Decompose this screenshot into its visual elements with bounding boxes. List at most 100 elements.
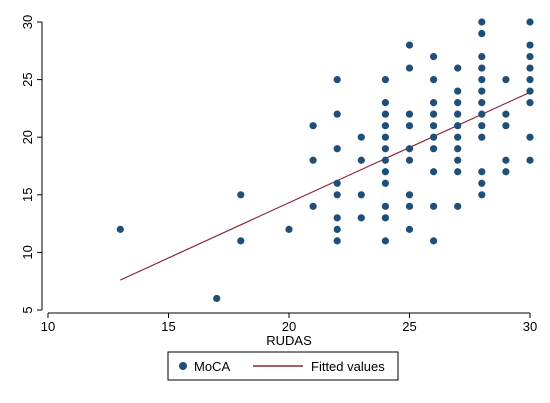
legend-marker-moca [179,362,187,370]
data-point [526,156,534,164]
data-point [478,110,486,118]
data-point [237,237,245,245]
data-point [381,76,389,84]
data-point [309,156,317,164]
x-axis-title: RUDAS [266,333,312,348]
data-point [381,99,389,107]
data-point [478,87,486,95]
data-point [430,110,438,118]
data-point [381,202,389,210]
data-point [405,202,414,210]
data-point [381,168,389,176]
y-tick-label: 20 [20,130,35,144]
x-tick-label: 15 [161,319,175,334]
data-point [526,133,534,141]
data-point [405,110,414,118]
data-point [285,225,293,233]
data-point [526,52,534,61]
data-point [405,122,414,130]
data-point [502,76,510,84]
x-tick-label: 30 [523,319,537,334]
data-point [430,52,438,61]
y-tick-label: 10 [20,245,35,259]
data-point [357,133,365,141]
data-point [430,76,438,84]
data-point [454,145,462,153]
data-point [430,99,438,107]
data-point [526,99,534,107]
y-tick-label: 30 [20,15,35,29]
data-point [478,99,486,107]
fitted-line-layer [120,91,531,281]
data-point [430,237,438,245]
data-point [526,18,534,26]
data-point [333,110,341,118]
data-point [309,122,317,130]
data-point [381,133,389,141]
data-point [405,156,414,164]
data-point [430,122,438,130]
x-tick-label: 10 [41,319,55,334]
data-point [478,18,486,26]
data-point [213,294,221,303]
data-point [333,179,341,187]
data-point [381,122,389,130]
x-tick-label: 20 [282,319,296,334]
data-point [478,52,486,61]
legend: MoCA Fitted values [167,351,399,381]
data-point [478,191,486,199]
data-point [405,41,414,49]
data-point [381,214,389,222]
data-point [526,76,534,84]
data-point [526,87,534,95]
data-point [405,191,414,199]
data-point [430,145,438,153]
data-point [454,87,462,95]
data-point [333,214,341,222]
data-point [454,133,462,141]
fitted-line [120,91,531,281]
data-point [502,168,510,176]
data-point [430,168,438,176]
data-point [478,29,486,38]
data-point [237,191,245,199]
x-tick-label: 25 [402,319,416,334]
scatter-points [116,18,534,303]
data-point [454,64,462,72]
data-point [381,145,389,153]
data-point [430,202,438,210]
y-tick-label: 25 [20,72,35,86]
data-point [502,110,510,118]
legend-label-moca: MoCA [194,359,230,374]
data-point [478,76,486,84]
data-point [454,156,462,164]
data-point [526,41,534,49]
data-point [478,122,486,130]
data-point [478,64,486,72]
data-point [478,133,486,141]
data-point [381,156,389,164]
data-point [405,225,414,233]
data-point [454,168,462,176]
data-point [381,179,389,187]
y-axis-ticks: 5 10 15 20 25 30 [20,15,42,314]
data-point [333,191,341,199]
data-point [381,237,389,245]
data-point [502,156,510,164]
data-point [405,64,414,72]
data-point [116,225,124,233]
data-point [478,179,486,187]
data-point [405,145,414,153]
data-point [357,214,365,222]
data-point [333,225,341,233]
data-point [333,76,341,84]
y-tick-label: 15 [20,188,35,202]
y-tick-label: 5 [20,306,35,313]
data-point [478,168,486,176]
data-point [454,99,462,107]
legend-label-fitted: Fitted values [311,359,385,374]
data-point [526,64,534,72]
x-axis-ticks: 10 15 20 25 30 [41,313,537,334]
data-point [357,156,365,164]
